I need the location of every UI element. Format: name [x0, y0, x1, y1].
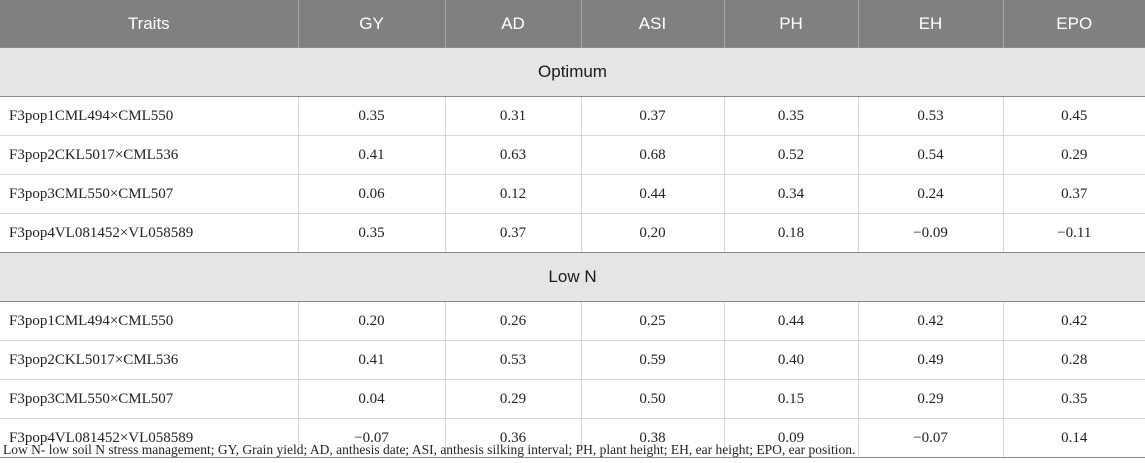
- eh-cell: −0.07: [858, 418, 1004, 458]
- epo-cell: 0.45: [1003, 96, 1145, 136]
- trait-cell: F3pop3CML550×CML507: [0, 174, 299, 214]
- header-eh: EH: [858, 0, 1004, 48]
- epo-cell: 0.35: [1003, 379, 1145, 419]
- trait-cell: F3pop2CKL5017×CML536: [0, 135, 299, 175]
- table-row: F3pop3CML550×CML507 0.06 0.12 0.44 0.34 0.24 0…: [0, 174, 1145, 214]
- ph-cell: 0.52: [724, 135, 859, 175]
- table-row: F3pop1CML494×CML550 0.20 0.26 0.25 0.44 0.42 0…: [0, 301, 1145, 341]
- table-row: F3pop4VL081452×VL058589 −0.07 0.36 0.38 0.09…: [0, 418, 1145, 458]
- gy-cell: 0.20: [298, 301, 446, 341]
- section-header: Optimum: [0, 47, 1145, 97]
- asi-cell: 0.20: [581, 213, 725, 253]
- eh-cell: 0.49: [858, 340, 1004, 380]
- header-gy: GY: [298, 0, 446, 48]
- header-ad: AD: [445, 0, 582, 48]
- epo-cell: 0.37: [1003, 174, 1145, 214]
- eh-cell: 0.42: [858, 301, 1004, 341]
- gy-cell: 0.04: [298, 379, 446, 419]
- table-row: F3pop1CML494×CML550 0.35 0.31 0.37 0.35 0.53 0…: [0, 96, 1145, 136]
- ph-cell: 0.09: [724, 418, 859, 458]
- eh-cell: 0.29: [858, 379, 1004, 419]
- ph-cell: 0.40: [724, 340, 859, 380]
- eh-cell: 0.53: [858, 96, 1004, 136]
- trait-cell: F3pop1CML494×CML550: [0, 96, 299, 136]
- epo-cell: −0.11: [1003, 213, 1145, 253]
- section-header: Low N: [0, 252, 1145, 302]
- table-footnote: Low N- low soil N stress management; GY,…: [3, 442, 856, 457]
- epo-cell: 0.42: [1003, 301, 1145, 341]
- ph-cell: 0.44: [724, 301, 859, 341]
- gy-cell: 0.41: [298, 135, 446, 175]
- trait-cell: F3pop3CML550×CML507: [0, 379, 299, 419]
- eh-cell: −0.09: [858, 213, 1004, 253]
- gy-cell: −0.07: [298, 418, 446, 458]
- trait-cell: F3pop1CML494×CML550: [0, 301, 299, 341]
- ad-cell: 0.29: [445, 379, 582, 419]
- asi-cell: 0.38: [581, 418, 725, 458]
- gy-cell: 0.35: [298, 213, 446, 253]
- header-epo: EPO: [1003, 0, 1145, 48]
- ph-cell: 0.18: [724, 213, 859, 253]
- section-rows: F3pop1CML494×CML550 0.35 0.31 0.37 0.35 0.53 0…: [0, 96, 1145, 253]
- asi-cell: 0.50: [581, 379, 725, 419]
- table-row: F3pop2CKL5017×CML536 0.41 0.63 0.68 0.52 0.54…: [0, 135, 1145, 175]
- ad-cell: 0.53: [445, 340, 582, 380]
- ad-cell: 0.31: [445, 96, 582, 136]
- asi-cell: 0.68: [581, 135, 725, 175]
- gy-cell: 0.06: [298, 174, 446, 214]
- table-row: F3pop4VL081452×VL058589 0.35 0.37 0.20 0.18−…: [0, 213, 1145, 253]
- header-row: Traits GY AD ASI PH EH EPO: [0, 0, 1145, 48]
- header-asi: ASI: [581, 0, 725, 48]
- header-traits: Traits: [0, 0, 299, 48]
- epo-cell: 0.14: [1003, 418, 1145, 458]
- ad-cell: 0.26: [445, 301, 582, 341]
- section-title: Low N: [0, 252, 1145, 302]
- gy-cell: 0.41: [298, 340, 446, 380]
- epo-cell: 0.29: [1003, 135, 1145, 175]
- eh-cell: 0.54: [858, 135, 1004, 175]
- section-rows: F3pop1CML494×CML550 0.20 0.26 0.25 0.44 0.42 0…: [0, 301, 1145, 458]
- asi-cell: 0.59: [581, 340, 725, 380]
- asi-cell: 0.44: [581, 174, 725, 214]
- trait-cell: F3pop4VL081452×VL058589: [0, 418, 299, 458]
- section-row: Optimum: [0, 47, 1145, 97]
- trait-cell: F3pop2CKL5017×CML536: [0, 340, 299, 380]
- table-row: F3pop2CKL5017×CML536 0.41 0.53 0.59 0.40 0.49…: [0, 340, 1145, 380]
- section-title: Optimum: [0, 47, 1145, 97]
- asi-cell: 0.25: [581, 301, 725, 341]
- header-ph: PH: [724, 0, 859, 48]
- ad-cell: 0.63: [445, 135, 582, 175]
- section-row: Low N: [0, 252, 1145, 302]
- gy-cell: 0.35: [298, 96, 446, 136]
- ph-cell: 0.35: [724, 96, 859, 136]
- table-row: F3pop3CML550×CML507 0.04 0.29 0.50 0.15 0.29 0…: [0, 379, 1145, 419]
- asi-cell: 0.37: [581, 96, 725, 136]
- table-header: Traits GY AD ASI PH EH EPO: [0, 0, 1145, 48]
- eh-cell: 0.24: [858, 174, 1004, 214]
- ph-cell: 0.15: [724, 379, 859, 419]
- ad-cell: 0.12: [445, 174, 582, 214]
- trait-cell: F3pop4VL081452×VL058589: [0, 213, 299, 253]
- ad-cell: 0.36: [445, 418, 582, 458]
- epo-cell: 0.28: [1003, 340, 1145, 380]
- ph-cell: 0.34: [724, 174, 859, 214]
- ad-cell: 0.37: [445, 213, 582, 253]
